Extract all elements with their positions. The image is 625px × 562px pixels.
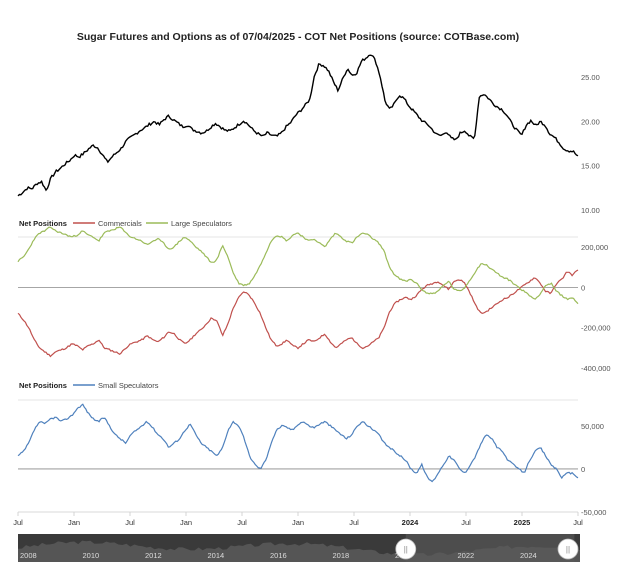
navigator-right-handle[interactable]: ||	[557, 538, 579, 560]
x-tick-label-6: Jul	[349, 518, 359, 527]
range-navigator[interactable]: 200820102012201420162018202020222024 || …	[18, 534, 580, 562]
navigator-label-2014: 2014	[208, 551, 225, 560]
net-positions-panel: Net Positions Commercials Large Speculat…	[17, 219, 611, 373]
navigator-label-2016: 2016	[270, 551, 287, 560]
price-panel: 10.00 15.00 20.00 25.00	[17, 54, 600, 215]
navigator-left-handle[interactable]: ||	[395, 538, 417, 560]
navigator-label-2012: 2012	[145, 551, 162, 560]
price-y-axis: 10.00 15.00 20.00 25.00	[581, 73, 600, 215]
commercials-line	[17, 269, 579, 358]
small-speculators-line	[17, 403, 579, 483]
small-speculators-panel: Net Positions Small Speculators -50,000 0…	[17, 381, 606, 517]
small-y-axis: -50,000 0 50,000	[581, 422, 606, 517]
navigator-label-2024: 2024	[520, 551, 537, 560]
navigator-label-2022: 2022	[458, 551, 475, 560]
price-y-tick-3: 25.00	[581, 73, 600, 82]
small-y-tick-1: 0	[581, 465, 585, 474]
navigator-left-handle-grip: ||	[404, 545, 408, 554]
small-y-tick-2: 50,000	[581, 422, 604, 431]
navigator-right-handle-knob[interactable]	[557, 538, 579, 560]
small-legend-title: Net Positions	[19, 381, 67, 390]
navigator-label-2010: 2010	[83, 551, 100, 560]
x-tick-label-5: Jan	[292, 518, 304, 527]
navigator-left-handle-knob[interactable]	[395, 538, 417, 560]
price-y-tick-1: 15.00	[581, 162, 600, 171]
price-line	[17, 54, 579, 197]
net-y-tick-1: -200,000	[581, 324, 611, 333]
legend-large-speculators[interactable]: Large Speculators	[171, 219, 232, 228]
x-tick-label-3: Jan	[180, 518, 192, 527]
net-y-axis: -400,000 -200,000 0 200,000	[581, 243, 611, 373]
net-legend-title: Net Positions	[19, 219, 67, 228]
net-y-tick-0: -400,000	[581, 364, 611, 373]
x-tick-label-8: Jul	[461, 518, 471, 527]
chart-title: Sugar Futures and Options as of 07/04/20…	[77, 31, 519, 43]
legend-commercials[interactable]: Commercials	[98, 219, 142, 228]
navigator-right-handle-grip: ||	[566, 545, 570, 554]
large-speculators-line	[17, 226, 579, 305]
price-y-tick-0: 10.00	[581, 206, 600, 215]
navigator-year-labels: 200820102012201420162018202020222024	[20, 551, 537, 560]
x-tick-label-10: Jul	[573, 518, 583, 527]
navigator-label-2018: 2018	[333, 551, 350, 560]
x-tick-label-9: 2025	[514, 518, 531, 527]
navigator-label-2008: 2008	[20, 551, 37, 560]
x-tick-label-0: Jul	[13, 518, 23, 527]
x-tick-label-1: Jan	[68, 518, 80, 527]
x-tick-label-4: Jul	[237, 518, 247, 527]
x-tick-label-7: 2024	[402, 518, 420, 527]
x-tick-label-2: Jul	[125, 518, 135, 527]
net-y-tick-2: 0	[581, 283, 585, 292]
small-y-tick-0: -50,000	[581, 508, 606, 517]
legend-small-speculators[interactable]: Small Speculators	[98, 381, 159, 390]
net-y-tick-3: 200,000	[581, 243, 608, 252]
x-axis: Jul Jan Jul Jan Jul Jan Jul 2024 Jul 2025 Jul	[13, 512, 583, 527]
navigator-selected-range[interactable]	[405, 534, 575, 562]
price-y-tick-2: 20.00	[581, 117, 600, 126]
